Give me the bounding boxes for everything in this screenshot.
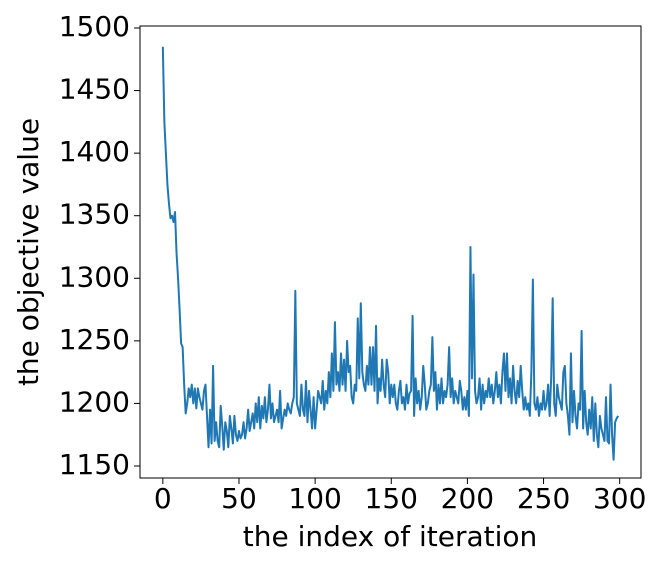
- y-tick-label: 1250: [59, 323, 130, 356]
- y-tick-label: 1450: [59, 73, 130, 106]
- x-tick-label: 150: [365, 482, 418, 515]
- x-tick-label: 100: [288, 482, 341, 515]
- data-line: [161, 46, 620, 461]
- x-tick-label: 50: [221, 482, 257, 515]
- y-tick-label: 1150: [59, 448, 130, 481]
- y-axis-label: the objective value: [12, 118, 45, 386]
- x-tick-label: 300: [593, 482, 646, 515]
- x-tick-label: 0: [154, 482, 172, 515]
- plot-frame: [139, 25, 642, 479]
- x-tick-label: 200: [441, 482, 494, 515]
- x-tick-label: 250: [517, 482, 570, 515]
- y-tick-label: 1300: [59, 260, 130, 293]
- y-tick-label: 1400: [59, 135, 130, 168]
- y-tick-label: 1350: [59, 198, 130, 231]
- x-axis-label: the index of iteration: [243, 520, 538, 553]
- y-tick-label: 1200: [59, 385, 130, 418]
- y-tick-label: 1500: [59, 10, 130, 43]
